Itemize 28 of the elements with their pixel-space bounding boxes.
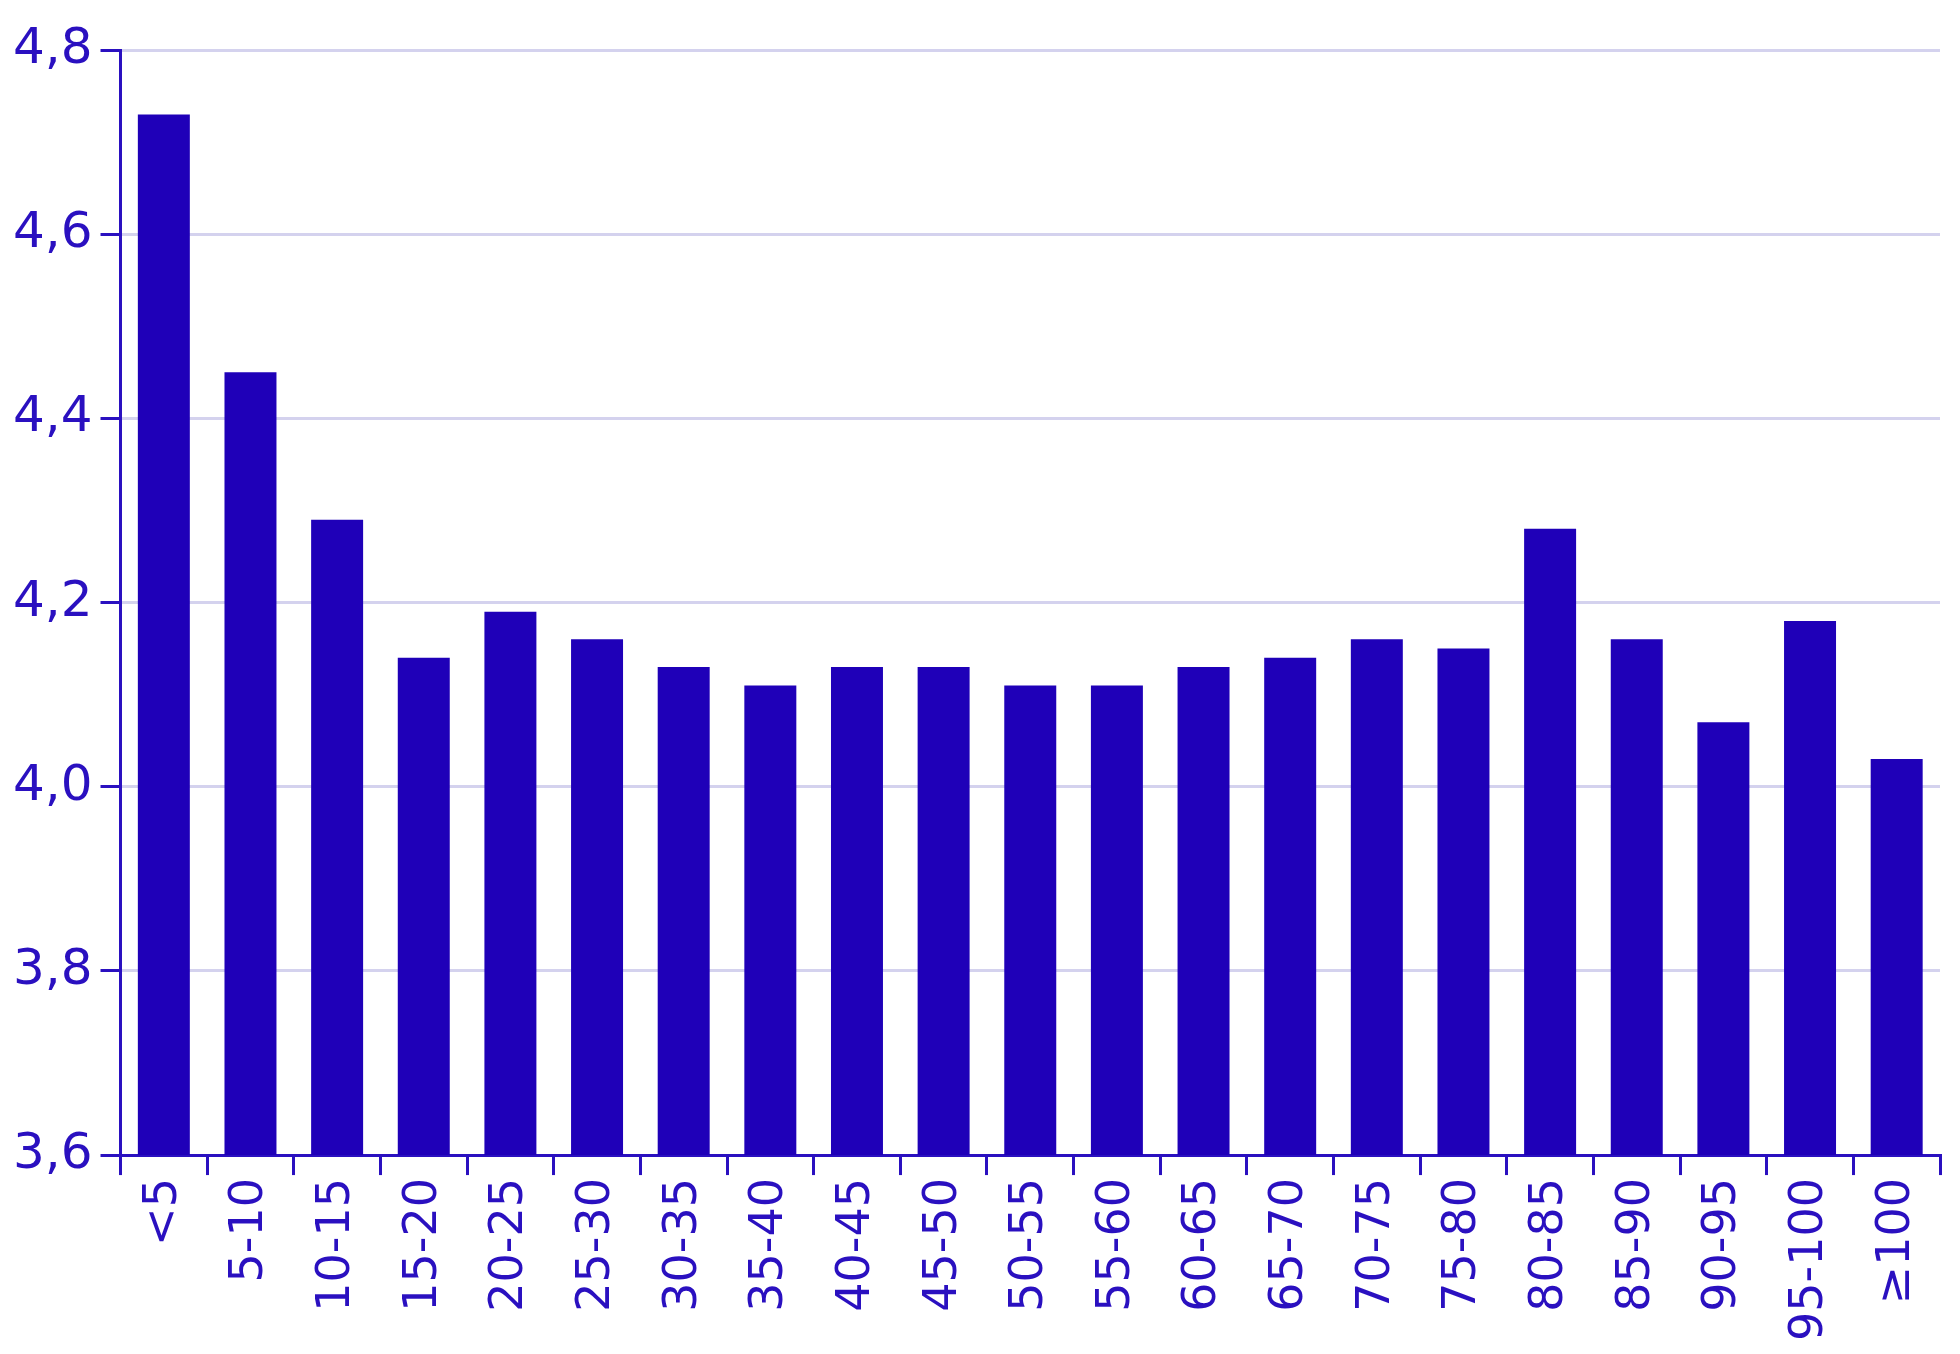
x-tick-label: 10-15 <box>306 1178 361 1312</box>
x-tick-label: 95-100 <box>1778 1178 1833 1342</box>
x-tick-label: 50-55 <box>999 1178 1054 1312</box>
y-tick-label: 4,4 <box>12 385 93 444</box>
x-tick-label: 40-45 <box>825 1178 880 1312</box>
x-tick-label: 15-20 <box>392 1178 447 1312</box>
y-tick-label: 3,6 <box>12 1122 93 1181</box>
y-tick-label: 3,8 <box>12 937 93 996</box>
y-tick-label: 4,6 <box>12 201 93 260</box>
y-tick-label: 4,8 <box>12 16 93 75</box>
x-tick-label: 80-85 <box>1519 1178 1574 1312</box>
x-tick-label: 90-95 <box>1692 1178 1747 1312</box>
x-tick-label: 60-65 <box>1172 1178 1227 1312</box>
x-tick-label: 45-50 <box>912 1178 967 1312</box>
x-tick-label: 65-70 <box>1259 1178 1314 1312</box>
x-tick-label: 75-80 <box>1432 1178 1487 1312</box>
y-tick-label: 4,0 <box>12 753 93 812</box>
y-tick-label: 4,2 <box>12 569 93 628</box>
x-tick-label: 25-30 <box>566 1178 620 1312</box>
x-tick-label: 70-75 <box>1345 1178 1400 1312</box>
x-tick-label: 5-10 <box>219 1178 274 1283</box>
x-tick-label: ≥100 <box>1865 1178 1920 1305</box>
x-tick-label: 20-25 <box>479 1178 534 1312</box>
x-tick-label: 55-60 <box>1085 1178 1140 1312</box>
x-tick-label: 30-35 <box>652 1178 707 1312</box>
x-tick-label: 35-40 <box>739 1178 794 1312</box>
x-tick-label: 85-90 <box>1605 1178 1660 1312</box>
x-tick-label: <5 <box>132 1178 187 1246</box>
